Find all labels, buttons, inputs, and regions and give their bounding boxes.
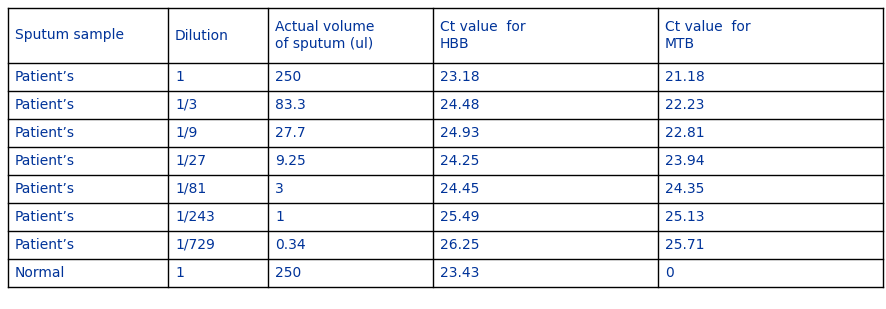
Text: 24.35: 24.35 bbox=[664, 182, 703, 196]
Text: 83.3: 83.3 bbox=[275, 98, 306, 112]
Text: 25.71: 25.71 bbox=[664, 238, 703, 252]
Text: 23.43: 23.43 bbox=[439, 266, 478, 280]
Text: 1/27: 1/27 bbox=[175, 154, 206, 168]
Text: 25.49: 25.49 bbox=[439, 210, 479, 224]
Text: 1/243: 1/243 bbox=[175, 210, 214, 224]
Text: Actual volume
of sputum (ul): Actual volume of sputum (ul) bbox=[275, 20, 374, 51]
Text: 23.18: 23.18 bbox=[439, 70, 479, 84]
Text: Patient’s: Patient’s bbox=[15, 182, 75, 196]
Text: Patient’s: Patient’s bbox=[15, 154, 75, 168]
Text: Ct value  for
MTB: Ct value for MTB bbox=[664, 20, 750, 51]
Text: Ct value  for
HBB: Ct value for HBB bbox=[439, 20, 525, 51]
Text: 24.93: 24.93 bbox=[439, 126, 479, 140]
Text: 24.25: 24.25 bbox=[439, 154, 478, 168]
Text: 22.23: 22.23 bbox=[664, 98, 703, 112]
Text: 22.81: 22.81 bbox=[664, 126, 703, 140]
Text: 1: 1 bbox=[175, 266, 183, 280]
Text: Patient’s: Patient’s bbox=[15, 98, 75, 112]
Text: 1/729: 1/729 bbox=[175, 238, 214, 252]
Text: 21.18: 21.18 bbox=[664, 70, 704, 84]
Text: Sputum sample: Sputum sample bbox=[15, 28, 124, 43]
Text: 23.94: 23.94 bbox=[664, 154, 703, 168]
Text: Patient’s: Patient’s bbox=[15, 126, 75, 140]
Text: 9.25: 9.25 bbox=[275, 154, 306, 168]
Text: 0.34: 0.34 bbox=[275, 238, 306, 252]
Text: Dilution: Dilution bbox=[175, 28, 229, 43]
Text: Normal: Normal bbox=[15, 266, 66, 280]
Text: 24.48: 24.48 bbox=[439, 98, 479, 112]
Text: 1/9: 1/9 bbox=[175, 126, 198, 140]
Text: 1: 1 bbox=[275, 210, 284, 224]
Text: 27.7: 27.7 bbox=[275, 126, 306, 140]
Text: 25.13: 25.13 bbox=[664, 210, 703, 224]
Text: Patient’s: Patient’s bbox=[15, 210, 75, 224]
Text: 1/81: 1/81 bbox=[175, 182, 206, 196]
Text: 3: 3 bbox=[275, 182, 284, 196]
Text: 250: 250 bbox=[275, 266, 301, 280]
Text: 0: 0 bbox=[664, 266, 673, 280]
Text: 24.45: 24.45 bbox=[439, 182, 478, 196]
Text: 1: 1 bbox=[175, 70, 183, 84]
Text: 250: 250 bbox=[275, 70, 301, 84]
Text: Patient’s: Patient’s bbox=[15, 238, 75, 252]
Text: 1/3: 1/3 bbox=[175, 98, 197, 112]
Text: 26.25: 26.25 bbox=[439, 238, 479, 252]
Text: Patient’s: Patient’s bbox=[15, 70, 75, 84]
